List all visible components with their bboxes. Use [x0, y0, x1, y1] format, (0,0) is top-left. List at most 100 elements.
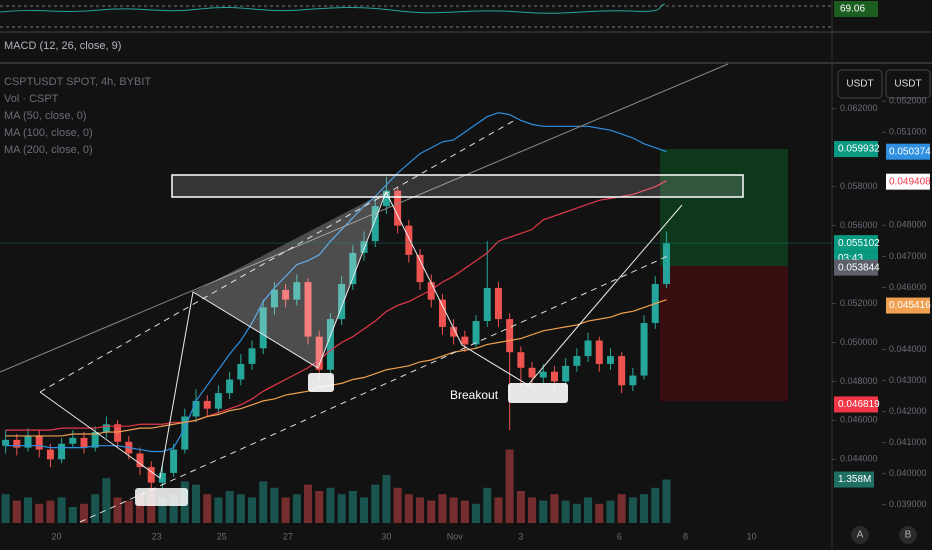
candle-body	[349, 252, 357, 285]
volume-bar	[214, 497, 223, 523]
volume-bar	[158, 497, 167, 523]
scale-button[interactable]	[851, 526, 869, 544]
candle-body	[338, 284, 346, 320]
unit-label: USDT	[846, 79, 873, 90]
volume-bar	[460, 500, 469, 523]
volume-bar	[192, 484, 201, 523]
unit-button[interactable]	[837, 69, 883, 99]
support-marker	[135, 488, 188, 506]
volume-bar	[516, 491, 525, 523]
volume-bar	[539, 500, 548, 523]
channel-upper	[39, 119, 516, 393]
volume-bar	[606, 500, 615, 523]
volume-bar	[136, 494, 145, 523]
volume-bar	[304, 484, 313, 523]
y2-tick-label: 0.048000	[889, 220, 927, 230]
macd-label: MACD (12, 26, close, 9)	[4, 40, 121, 52]
price-badge-label: 0.045416	[889, 300, 931, 311]
scale-button[interactable]	[899, 526, 917, 544]
candle-body	[170, 449, 178, 473]
volume-bar	[337, 494, 346, 523]
candle-body	[640, 323, 648, 376]
candle-body	[248, 348, 256, 364]
volume-bar	[382, 475, 391, 523]
price-badge-label: 0.046819	[838, 399, 880, 410]
price-badge	[886, 297, 930, 314]
rsi-badge	[834, 1, 878, 17]
candle-body	[629, 375, 637, 386]
volume-bar	[169, 494, 178, 523]
volume-bar	[561, 500, 570, 523]
volume-bar	[57, 497, 66, 523]
annotation: Breakout	[450, 388, 499, 402]
x-tick-label: 3	[518, 531, 523, 541]
y-tick-label: 0.052000	[840, 298, 878, 308]
x-tick-label: 10	[747, 531, 757, 541]
price-badge	[834, 396, 878, 413]
y-tick-label: 0.044000	[840, 454, 878, 464]
price-badge	[834, 259, 878, 276]
candle-body	[114, 424, 122, 442]
volume-bar	[438, 494, 447, 523]
volume-bar	[24, 497, 33, 523]
candle-body	[550, 371, 558, 382]
candle-body	[562, 365, 570, 382]
legend-entry: MA (200, close, 0)	[4, 144, 93, 156]
candle-body	[58, 443, 66, 460]
price-badge	[886, 143, 930, 160]
y2-tick-label: 0.042000	[889, 406, 927, 416]
candle-body	[584, 340, 592, 357]
candle-body	[136, 453, 144, 468]
volume-bar	[617, 494, 626, 523]
y2-tick-label: 0.040000	[889, 468, 927, 478]
volume-bar	[270, 487, 279, 523]
unit-button[interactable]	[885, 69, 931, 99]
candle-body	[304, 282, 312, 337]
scale-button-label: B	[905, 530, 912, 541]
resistance-zone	[171, 174, 744, 198]
candle-body	[371, 206, 379, 242]
candle-body	[91, 432, 99, 448]
volume-bar	[416, 497, 425, 523]
y2-tick-label: 0.047000	[889, 251, 927, 261]
candle-body	[226, 379, 234, 394]
candle-body	[326, 319, 334, 370]
x-tick-label: 8	[683, 531, 688, 541]
volume-bar	[203, 494, 212, 523]
y2-tick-label: 0.052000	[889, 96, 927, 106]
volume-bar	[494, 497, 503, 523]
price-badge-label: 0.059932	[838, 144, 880, 155]
y2-tick-label: 0.046000	[889, 282, 927, 292]
volume-bar	[404, 494, 413, 523]
volume-legend: Vol · CSPT	[4, 93, 59, 105]
candle-body	[203, 400, 211, 409]
zigzag	[39, 190, 683, 479]
scale-button-label: A	[857, 530, 864, 541]
price-badge-label: 0.049408	[889, 176, 931, 187]
candle-body	[35, 435, 43, 450]
candle-body	[506, 319, 514, 353]
y2-tick-label: 0.039000	[889, 499, 927, 509]
volume-bar	[651, 487, 660, 523]
volume-bar	[124, 500, 133, 523]
price-badge-label: 0.050374	[889, 146, 931, 157]
x-tick-label: 30	[381, 531, 391, 541]
price-badge-label: 0.053844	[838, 262, 880, 273]
price-badge	[834, 235, 878, 252]
x-tick-label: 6	[617, 531, 622, 541]
x-tick-label: 20	[52, 531, 62, 541]
channel-lower	[79, 254, 671, 523]
candle-body	[438, 299, 446, 327]
volume-bar	[595, 503, 604, 523]
volume-bar	[12, 500, 21, 523]
x-tick-label: 25	[217, 531, 227, 541]
volume-bar	[35, 503, 44, 523]
volume-bar	[584, 497, 593, 523]
x-tick-label: Nov	[447, 531, 464, 541]
y-tick-label: 0.046000	[840, 415, 878, 425]
price-badge-label: 0.055102	[838, 238, 880, 249]
volume-bar	[550, 494, 559, 523]
candle-body	[282, 289, 290, 300]
volume-bar	[360, 497, 369, 523]
